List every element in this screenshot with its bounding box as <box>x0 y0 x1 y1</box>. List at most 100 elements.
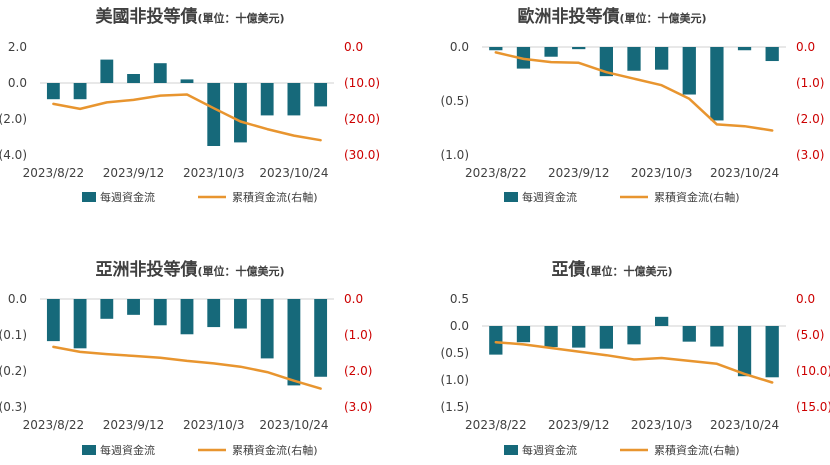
bar <box>153 63 167 83</box>
bar <box>46 299 60 342</box>
bar <box>73 299 87 349</box>
bar <box>127 74 140 83</box>
legend-line-label: 累積資金流(右軸) <box>232 190 318 204</box>
chart-title-main: 亞洲非投等債 <box>95 259 197 280</box>
bar <box>314 299 328 377</box>
bar <box>73 83 87 100</box>
left-axis-tick-label: (1.0) <box>441 148 469 162</box>
chart-title-unit: (單位：十億美元) <box>197 11 284 25</box>
left-axis-tick-label: (0.5) <box>441 94 469 108</box>
legend-bar-swatch <box>504 192 518 202</box>
bar <box>287 83 301 116</box>
chart-title-unit: (單位：十億美元) <box>585 264 672 278</box>
bar <box>710 326 724 347</box>
right-axis-tick-label: 0.0 <box>796 292 815 306</box>
bar <box>627 47 641 71</box>
bar <box>489 326 503 355</box>
left-axis-tick-label: (0.1) <box>0 328 27 342</box>
bar <box>627 326 641 345</box>
left-axis-tick-label: 0.0 <box>8 76 27 90</box>
left-axis-tick-label: (0.3) <box>0 400 27 414</box>
right-axis-tick-label: (3.0) <box>344 400 372 414</box>
chart-title: 亞洲非投等債(單位：十億美元) <box>95 259 284 280</box>
chart-title: 美國非投等債(單位：十億美元) <box>95 6 284 27</box>
right-axis-tick-label: 0.0 <box>796 40 815 54</box>
bar <box>100 299 114 319</box>
x-axis-tick-label: 2023/10/3 <box>183 418 245 432</box>
bar <box>599 326 613 349</box>
bar <box>682 47 696 95</box>
legend-line-label: 累積資金流(右軸) <box>654 443 740 457</box>
legend-line-label: 累積資金流(右軸) <box>232 443 318 457</box>
right-axis-tick-label: (2.0) <box>344 364 372 378</box>
legend-bar-label: 每週資金流 <box>100 443 155 457</box>
x-axis-tick-label: 2023/10/24 <box>710 418 779 432</box>
bar <box>765 326 779 378</box>
left-axis-tick-label: 2.0 <box>8 40 27 54</box>
chart-panel-3: 亞洲非投等債(單位：十億美元) 0.0 (0.1) (0.2) (0.3) 0.0 (1.0… <box>0 259 372 457</box>
right-axis-tick-label: 0.0 <box>344 40 363 54</box>
bar <box>572 326 586 348</box>
right-axis-tick-label: (1.0) <box>796 76 824 90</box>
bar <box>599 47 613 77</box>
bar <box>765 47 779 62</box>
bar <box>655 316 669 326</box>
left-axis-tick-label: 0.0 <box>8 292 27 306</box>
chart-panel-4: 亞債(單位：十億美元) 0.5 0.0 (0.5) (1.0) (1.5) 0.0 (5.0)… <box>441 259 830 457</box>
bar <box>655 47 669 70</box>
x-axis-tick-label: 2023/10/3 <box>183 166 245 180</box>
x-axis-tick-label: 2023/9/12 <box>103 418 165 432</box>
bar <box>489 47 503 51</box>
x-axis-tick-label: 2023/8/22 <box>465 166 527 180</box>
cumulative-line <box>494 340 774 384</box>
bar <box>207 299 221 328</box>
bar <box>544 47 558 57</box>
right-axis-tick-label: (30.0) <box>344 148 380 162</box>
legend-bar-label: 每週資金流 <box>522 443 577 457</box>
right-axis-tick-label: 0.0 <box>344 292 363 306</box>
chart-title-unit: (單位：十億美元) <box>619 11 706 25</box>
right-axis-tick-label: (20.0) <box>344 112 380 126</box>
x-axis-tick-label: 2023/9/12 <box>103 166 165 180</box>
cumulative-line <box>52 345 322 390</box>
bar <box>46 83 60 100</box>
right-axis-tick-label: (5.0) <box>796 328 824 342</box>
x-axis-tick-label: 2023/8/22 <box>465 418 527 432</box>
legend-bar-label: 每週資金流 <box>100 190 155 204</box>
bar <box>682 326 696 342</box>
left-axis-tick-label: (1.5) <box>441 400 469 414</box>
bar <box>287 299 301 386</box>
chart-title-main: 亞債 <box>551 259 585 280</box>
right-axis-tick-label: (2.0) <box>796 112 824 126</box>
legend-bar-swatch <box>504 445 518 455</box>
x-axis-tick-label: 2023/10/24 <box>259 418 328 432</box>
left-axis-tick-label: (1.0) <box>441 373 469 387</box>
bar <box>100 59 114 83</box>
legend-bar-swatch <box>82 445 96 455</box>
bar <box>180 299 194 335</box>
right-axis-tick-label: (10.0) <box>344 76 380 90</box>
bar <box>127 299 140 315</box>
chart-title-main: 美國非投等債 <box>95 6 197 27</box>
right-axis-tick-label: (15.0) <box>796 400 830 414</box>
x-axis-tick-label: 2023/9/12 <box>548 418 610 432</box>
chart-title-unit: (單位：十億美元) <box>197 264 284 278</box>
bar <box>260 299 274 359</box>
bar <box>153 299 167 326</box>
left-axis-tick-label: (0.2) <box>0 364 27 378</box>
bar <box>572 47 586 50</box>
x-axis-tick-label: 2023/10/24 <box>710 166 779 180</box>
left-axis-tick-label: 0.5 <box>450 292 469 306</box>
right-axis-tick-label: (10.0) <box>796 364 830 378</box>
bar <box>260 83 274 116</box>
chart-title-main: 歐洲非投等債 <box>517 6 619 27</box>
x-axis-tick-label: 2023/9/12 <box>548 166 610 180</box>
legend-bar-swatch <box>82 192 96 202</box>
chart-panel-1: 美國非投等債(單位：十億美元) 2.0 0.0 (2.0) (4.0) 0.0 (10.0)… <box>0 6 380 204</box>
left-axis-tick-label: (2.0) <box>0 112 27 126</box>
cumulative-line <box>52 93 322 142</box>
bar <box>207 83 221 146</box>
x-axis-tick-label: 2023/10/3 <box>631 166 693 180</box>
bar <box>544 326 558 348</box>
